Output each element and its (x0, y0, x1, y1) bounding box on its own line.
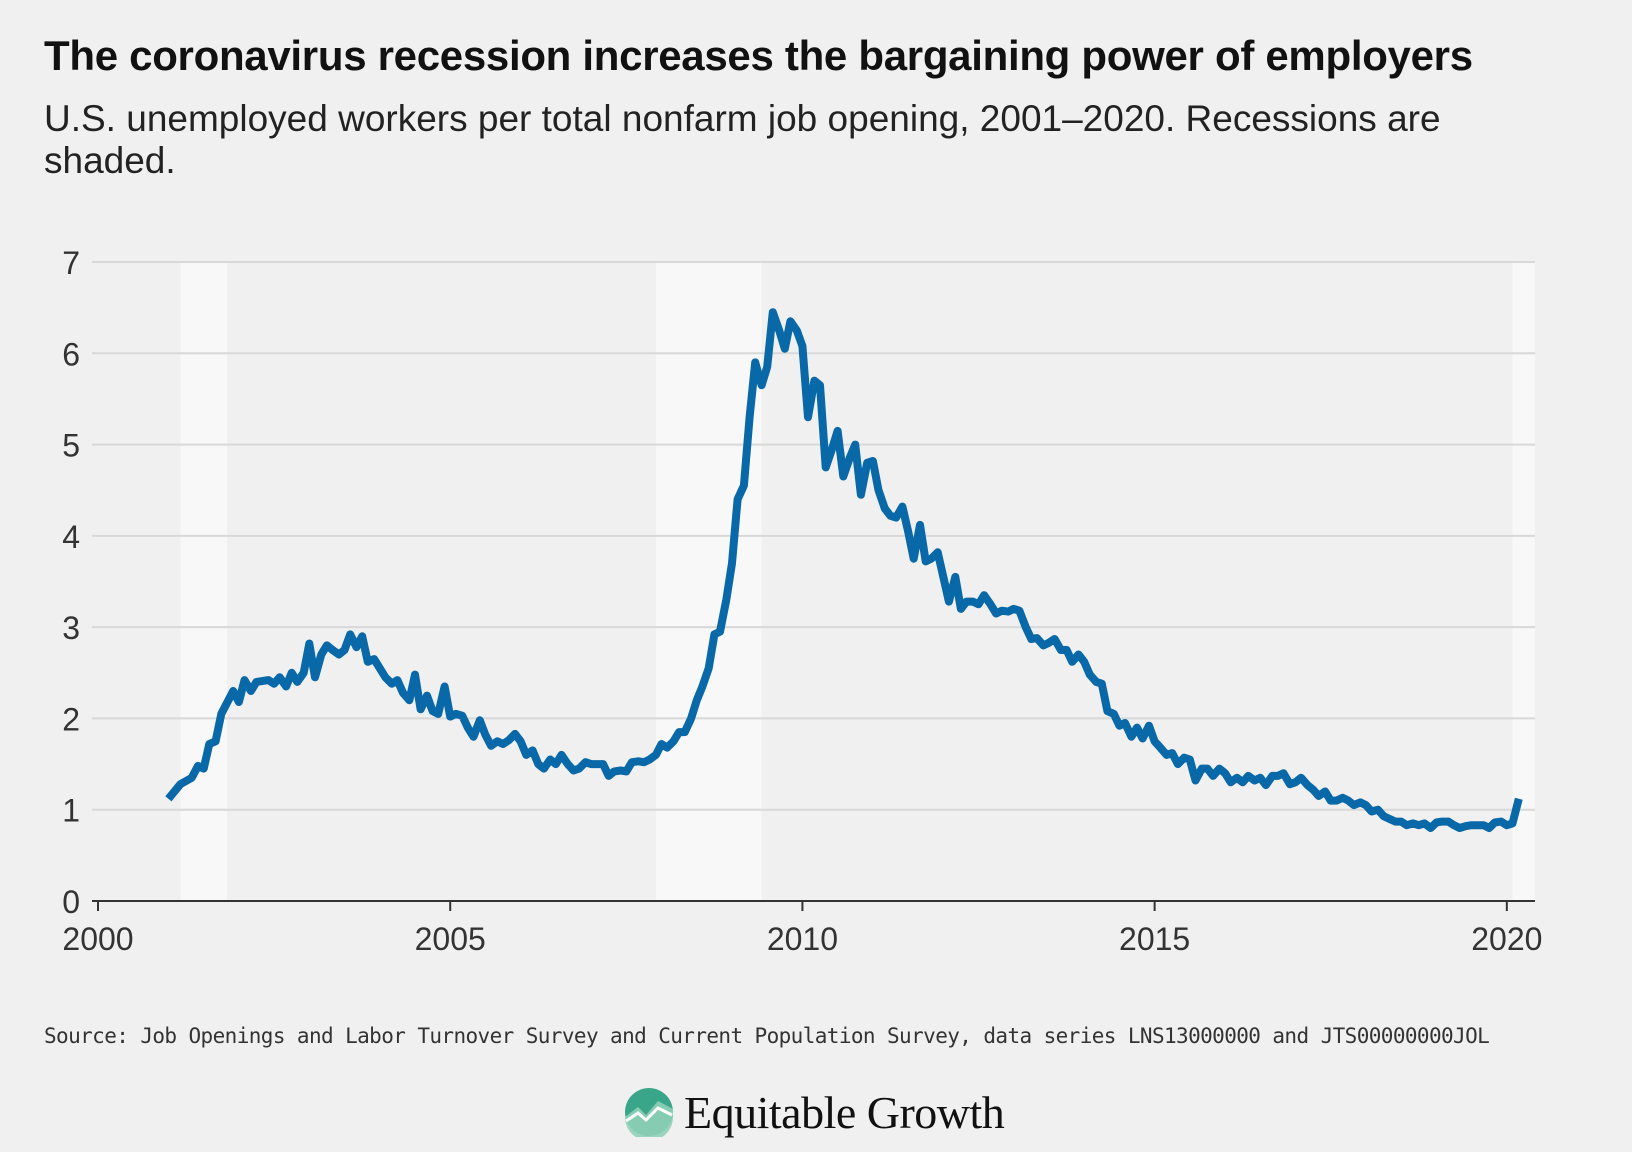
x-tick-label-2000: 2000 (62, 921, 133, 957)
y-tick-label-5: 5 (62, 428, 80, 464)
y-tick-label-6: 6 (62, 336, 80, 372)
y-tick-label-4: 4 (62, 519, 80, 555)
equitable-growth-logo-icon (625, 1088, 673, 1137)
y-tick-label-0: 0 (62, 884, 80, 920)
series-layer (165, 308, 1523, 832)
x-axis-labels: 2000 2005 2010 2015 2020 (62, 921, 1542, 957)
x-tick-label-2015: 2015 (1119, 921, 1190, 957)
y-tick-label-1: 1 (62, 793, 80, 829)
recession-band-1 (180, 262, 227, 901)
y-tick-label-7: 7 (62, 245, 80, 281)
x-tick-label-2005: 2005 (415, 921, 486, 957)
recession-band-2 (655, 262, 762, 901)
chart-title: The coronavirus recession increases the … (44, 32, 1473, 79)
y-gridlines (92, 261, 1535, 811)
x-tick-label-2010: 2010 (767, 921, 838, 957)
recession-shading (180, 262, 1535, 901)
y-axis-labels: 0 1 2 3 4 5 6 7 (62, 245, 80, 920)
recession-band-3 (1512, 262, 1535, 901)
series-line-1 (165, 308, 1523, 832)
x-tick-label-2020: 2020 (1471, 921, 1542, 957)
brand-name: Equitable Growth (684, 1086, 1005, 1138)
chart-subtitle: U.S. unemployed workers per total nonfar… (44, 98, 1441, 181)
source-note: Source: Job Openings and Labor Turnover … (44, 1024, 1490, 1048)
y-tick-label-2: 2 (62, 701, 80, 737)
x-axis (92, 900, 1535, 911)
line-chart: 0 1 2 3 4 5 6 7 2000 2005 2010 2015 2020 (62, 245, 1542, 957)
y-tick-label-3: 3 (62, 610, 80, 646)
brand-logo: Equitable Growth (624, 1082, 1005, 1142)
